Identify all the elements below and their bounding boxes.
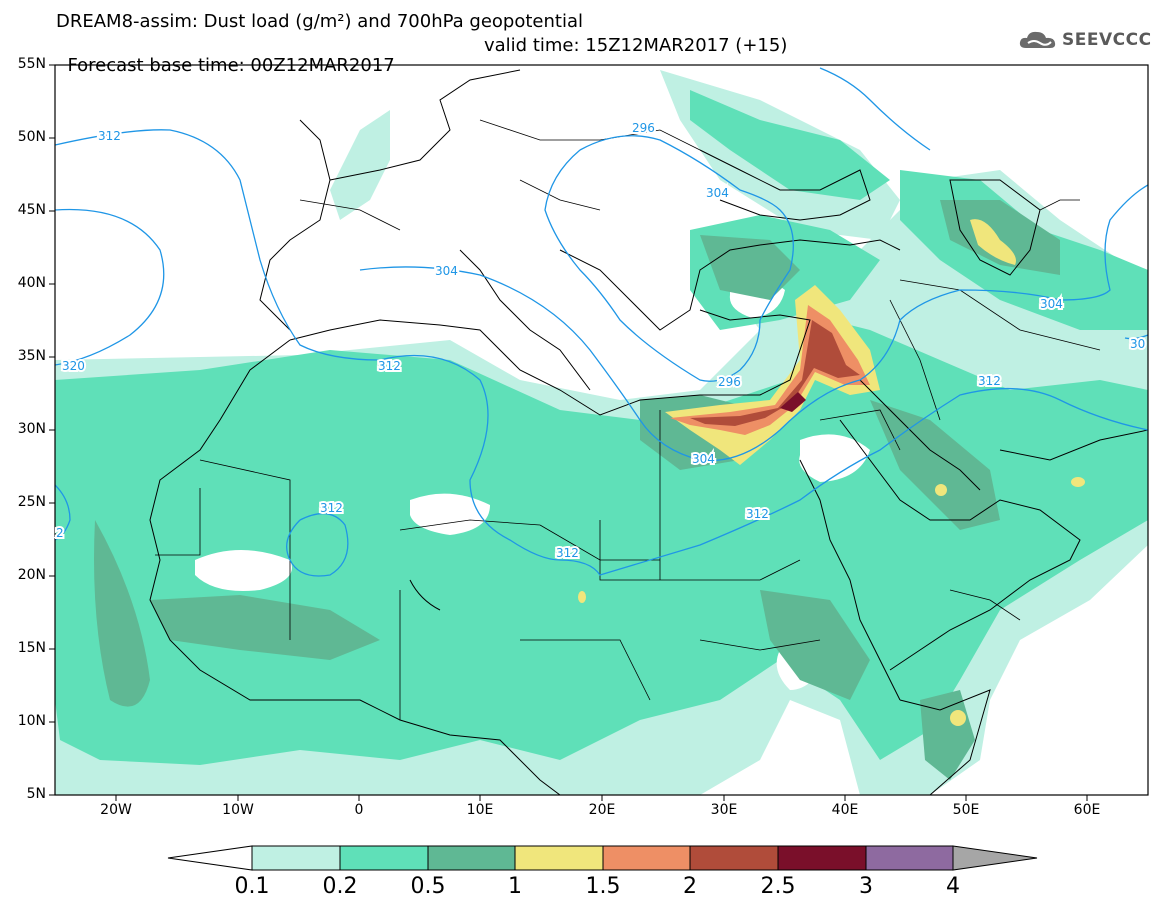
lon-label: 20E	[588, 802, 616, 818]
cloud-icon	[1019, 31, 1056, 48]
dust-field-1	[1071, 477, 1085, 487]
lat-label: 50N	[17, 129, 46, 145]
geopotential-contours	[55, 67, 1148, 577]
contour-label: 312	[978, 374, 1001, 388]
dust-field-0.2	[690, 90, 890, 200]
dust-field-1	[935, 484, 947, 496]
colorbar-label: 0.5	[410, 874, 446, 899]
lat-label: 55N	[17, 56, 46, 72]
contour-label: 312	[746, 507, 769, 521]
colorbar-label: 0.2	[322, 874, 358, 899]
lat-label: 15N	[17, 640, 46, 656]
valid-time: valid time: 15Z12MAR2017 (+15)	[484, 35, 788, 56]
lon-label: 20W	[100, 802, 132, 818]
lon-label: 50E	[952, 802, 980, 818]
lat-label: 40N	[17, 275, 46, 291]
colorbar-label: 3	[859, 874, 873, 899]
dust-field-2.5	[780, 392, 806, 412]
colorbar-swatch	[427, 845, 516, 871]
lat-label: 45N	[17, 202, 46, 218]
dust-field-0.1	[330, 110, 390, 220]
colorbar-swatch	[602, 845, 691, 871]
dust-field-0.5	[760, 590, 870, 700]
contour-label: 304	[692, 452, 715, 466]
contour-label: 296	[718, 375, 741, 389]
lat-label: 25N	[17, 494, 46, 510]
contour-label-group: 312 296 304 304 320 312 312 304 312 312 …	[54, 119, 1147, 562]
dust-field-0.5	[94, 520, 150, 707]
lon-label: 0	[354, 802, 364, 818]
dust-clear-area	[410, 493, 490, 535]
contour-label: 296	[632, 121, 655, 135]
dust-field-1	[970, 219, 1016, 265]
dust-clear-area	[799, 434, 870, 482]
seevccc-logo: SEEVCCC	[1018, 28, 1152, 52]
colorbar-arrow-high	[952, 845, 1038, 871]
lon-label: 10E	[466, 802, 494, 818]
colorbar-swatch	[777, 845, 867, 871]
lat-label: 10N	[17, 713, 46, 729]
lon-label: 10W	[222, 802, 254, 818]
contour-label: 304	[435, 264, 458, 278]
lat-label: 30N	[17, 421, 46, 437]
lat-label: 35N	[17, 348, 46, 364]
contour-label: 320	[62, 359, 85, 373]
dust-field-0.5	[940, 200, 1060, 275]
lon-label: 30E	[710, 802, 738, 818]
colorbar-swatch	[514, 845, 604, 871]
colorbar-label: 4	[946, 874, 960, 899]
lat-label: 20N	[17, 567, 46, 583]
dust-field-0.5	[150, 595, 380, 660]
colorbar-label: 2.5	[760, 874, 796, 899]
lon-label: 60E	[1073, 802, 1101, 818]
country-borders	[155, 119, 1101, 720]
dust-field-1	[578, 591, 586, 603]
coastlines	[149, 69, 1148, 795]
colorbar-label: 1.5	[585, 874, 621, 899]
contour-label: 30	[1130, 337, 1145, 351]
lon-label: 40E	[831, 802, 859, 818]
colorbar-swatch	[689, 845, 779, 871]
colorbar-label: 1	[508, 874, 522, 899]
colorbar-label: 2	[683, 874, 697, 899]
dust-field-0.5	[870, 400, 1000, 530]
colorbar-label: 0.1	[234, 874, 270, 899]
contour-label: 304	[1040, 297, 1063, 311]
contour-label: 312	[378, 359, 401, 373]
dust-field-0.5	[700, 235, 800, 300]
map-title: DREAM8-assim: Dust load (g/m²) and 700hP…	[56, 11, 583, 32]
colorbar-arrow-low	[167, 845, 253, 871]
colorbar-swatch	[251, 845, 341, 871]
contour-label: 312	[320, 501, 343, 515]
contour-label: 312	[98, 129, 121, 143]
dust-field-1	[950, 710, 966, 726]
colorbar-swatch	[339, 845, 429, 871]
logo-text: SEEVCCC	[1062, 30, 1152, 50]
axis-ticks	[49, 64, 1088, 801]
dust-clear-area	[195, 550, 292, 591]
contour-label: 312	[556, 546, 579, 560]
colorbar	[167, 845, 1038, 871]
colorbar-swatch	[865, 845, 954, 871]
contour-label: 304	[706, 186, 729, 200]
contour-label: 2	[56, 526, 64, 540]
lat-label: 5N	[26, 786, 46, 802]
dust-field-2	[690, 320, 860, 426]
